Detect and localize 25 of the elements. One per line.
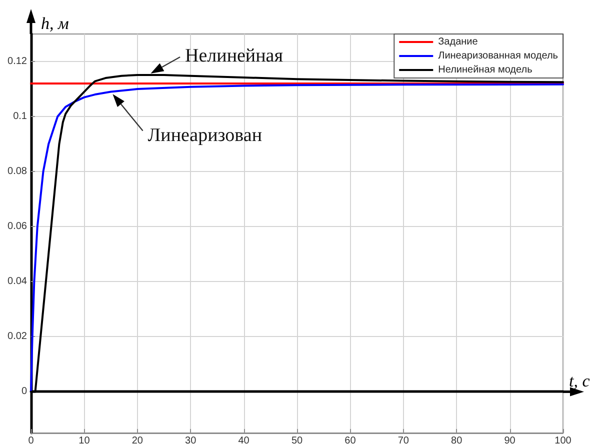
- x-tick-label: 60: [344, 436, 356, 446]
- x-tick-label: 80: [451, 436, 463, 446]
- legend-label: Задание: [438, 36, 478, 48]
- x-tick-label: 20: [132, 436, 144, 446]
- x-tick-label: 100: [554, 436, 572, 446]
- y-tick-label: 0.12: [8, 56, 28, 68]
- x-tick-label: 0: [28, 436, 34, 446]
- y-tick-label: 0.02: [8, 331, 28, 342]
- x-tick-label: 50: [291, 436, 303, 446]
- x-tick-label: 30: [185, 436, 197, 446]
- x-axis-title: t, с: [569, 372, 590, 391]
- x-tick-label: 10: [78, 436, 90, 446]
- y-tick-label: 0.06: [8, 221, 28, 232]
- y-tick-label: 0.04: [8, 276, 28, 288]
- x-tick-label: 90: [504, 436, 516, 446]
- y-tick-label: 0.08: [8, 166, 28, 178]
- annotation: Нелинейная: [185, 45, 284, 66]
- annotation: Линеаризован: [148, 125, 262, 146]
- y-axis-title: h, м: [41, 14, 69, 33]
- legend-label: Нелинейная модель: [438, 64, 532, 76]
- y-tick-label: 0.1: [13, 111, 28, 122]
- legend-label: Линеаризованная модель: [438, 50, 558, 62]
- x-tick-label: 40: [238, 436, 250, 446]
- x-tick-label: 70: [398, 436, 410, 446]
- y-tick-label: 0: [21, 386, 28, 398]
